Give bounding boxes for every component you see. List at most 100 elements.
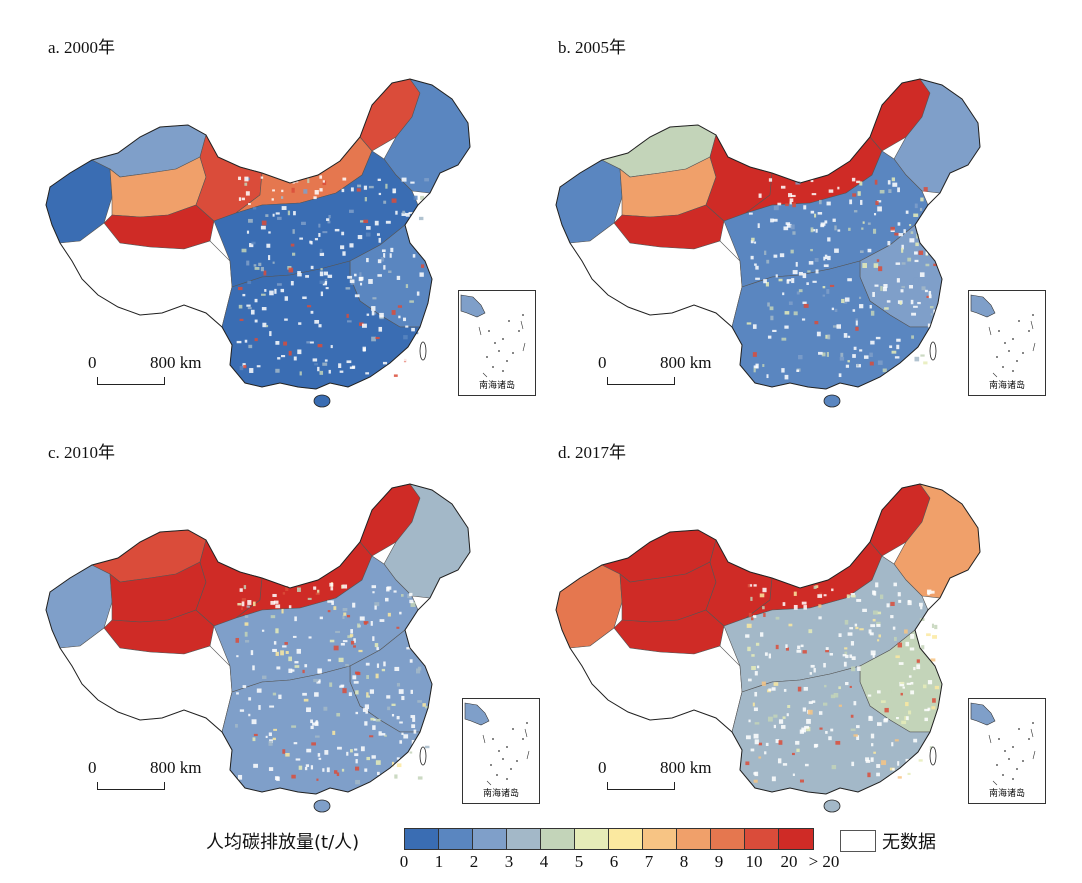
inset-island xyxy=(498,350,500,352)
legend-tick-label: 1 xyxy=(434,852,444,871)
inset-map xyxy=(464,702,530,786)
hainan-island xyxy=(823,799,841,813)
scale-zero: 0 xyxy=(598,758,607,777)
taiwan-island xyxy=(929,341,937,361)
county-texture xyxy=(236,175,429,377)
choropleth-map xyxy=(555,483,981,813)
south-china-sea-inset: 南海诸岛 xyxy=(462,698,540,804)
inset-island xyxy=(998,738,1000,740)
legend-swatches xyxy=(404,828,814,850)
choropleth-map xyxy=(45,78,471,408)
inset-island xyxy=(1002,774,1004,776)
inset-island xyxy=(502,338,504,340)
map-panel-b: b. 2005年 0 800 km 南海诸岛 xyxy=(510,25,1051,435)
inset-map xyxy=(970,702,1036,786)
country-outline xyxy=(45,483,471,795)
inset-island xyxy=(1008,350,1010,352)
map-panel-a: a. 2000年 0 800 km 南海诸岛 xyxy=(0,25,541,435)
hainan-island xyxy=(313,394,331,408)
legend-swatch xyxy=(507,829,541,849)
inset-coastline xyxy=(460,294,486,318)
inset-island xyxy=(1016,768,1018,770)
inset-island xyxy=(510,768,512,770)
county-texture xyxy=(746,177,938,380)
inset-island xyxy=(516,760,518,762)
legend-tick-label: 4 xyxy=(539,852,549,871)
inset-island xyxy=(1018,320,1020,322)
inset-boundary-dashes xyxy=(988,728,1036,786)
inset-boundary-dashes xyxy=(482,728,530,786)
taiwan-island xyxy=(419,746,427,766)
legend-swatch xyxy=(405,829,439,849)
legend-nodata: 无数据 xyxy=(840,828,936,854)
scale-zero: 0 xyxy=(88,353,97,372)
hainan-island xyxy=(823,394,841,408)
inset-island xyxy=(1028,330,1030,332)
taiwan-island xyxy=(929,746,937,766)
inset-island xyxy=(1022,352,1024,354)
inset-label: 南海诸岛 xyxy=(478,381,515,391)
inset-boundary-dashes xyxy=(988,320,1036,378)
country-outline xyxy=(555,483,981,795)
choropleth-map xyxy=(45,483,471,813)
inset-island xyxy=(492,366,494,368)
inset-island xyxy=(522,738,524,740)
inset-island xyxy=(518,330,520,332)
legend-swatch xyxy=(677,829,711,849)
inset-label: 南海诸岛 xyxy=(482,789,519,799)
inset-island xyxy=(1004,342,1006,344)
inset-island xyxy=(502,758,504,760)
scale-zero: 0 xyxy=(598,353,607,372)
legend-tick-label: 3 xyxy=(504,852,514,871)
inset-island xyxy=(1032,314,1034,316)
legend-tick-label: 7 xyxy=(644,852,654,871)
inset-island xyxy=(1022,760,1024,762)
legend-tick-label: 8 xyxy=(679,852,689,871)
legend-tick-label: 6 xyxy=(609,852,619,871)
panel-title: a. 2000年 xyxy=(48,38,116,57)
inset-island xyxy=(506,746,508,748)
inset-map xyxy=(970,294,1036,378)
panel-title: d. 2017年 xyxy=(558,443,626,462)
nodata-swatch xyxy=(840,830,876,852)
inset-island xyxy=(1012,338,1014,340)
hainan-island xyxy=(313,799,331,813)
legend-ticks: 0 1 2 3 4 5 6 7 8 9 10 20 > 20 xyxy=(400,852,864,872)
inset-island xyxy=(1018,728,1020,730)
county-texture xyxy=(235,581,430,785)
map-body xyxy=(555,78,981,408)
inset-coastline xyxy=(970,702,996,726)
inset-island xyxy=(498,750,500,752)
county-texture xyxy=(745,582,940,783)
inset-island xyxy=(1004,750,1006,752)
panel-title: c. 2010年 xyxy=(48,443,116,462)
south-china-sea-inset: 南海诸岛 xyxy=(968,290,1046,396)
panel-title: b. 2005年 xyxy=(558,38,626,57)
inset-island xyxy=(506,778,508,780)
legend-tick-label: 2 xyxy=(469,852,479,871)
inset-island xyxy=(1012,370,1014,372)
inset-island xyxy=(998,330,1000,332)
inset-island xyxy=(1016,360,1018,362)
inset-island xyxy=(996,356,998,358)
south-china-sea-inset: 南海诸岛 xyxy=(968,698,1046,804)
legend-swatch xyxy=(473,829,507,849)
map-panel-c: c. 2010年 0 800 km 南海诸岛 xyxy=(0,430,541,840)
south-china-sea-inset: 南海诸岛 xyxy=(458,290,536,396)
inset-island xyxy=(494,342,496,344)
legend-swatch xyxy=(643,829,677,849)
inset-coastline xyxy=(970,294,996,318)
inset-island xyxy=(496,774,498,776)
inset-island xyxy=(508,320,510,322)
inset-island xyxy=(1028,738,1030,740)
map-body xyxy=(555,483,981,813)
legend-tick-label: 5 xyxy=(574,852,584,871)
legend-tick-label: 10 xyxy=(745,852,763,871)
legend-tick-label: 0 xyxy=(399,852,409,871)
inset-island xyxy=(522,314,524,316)
inset-boundary-dashes xyxy=(478,320,526,378)
scale-label: 800 km xyxy=(660,758,712,777)
scale-label: 800 km xyxy=(150,353,202,372)
inset-island xyxy=(492,738,494,740)
inset-island xyxy=(490,764,492,766)
